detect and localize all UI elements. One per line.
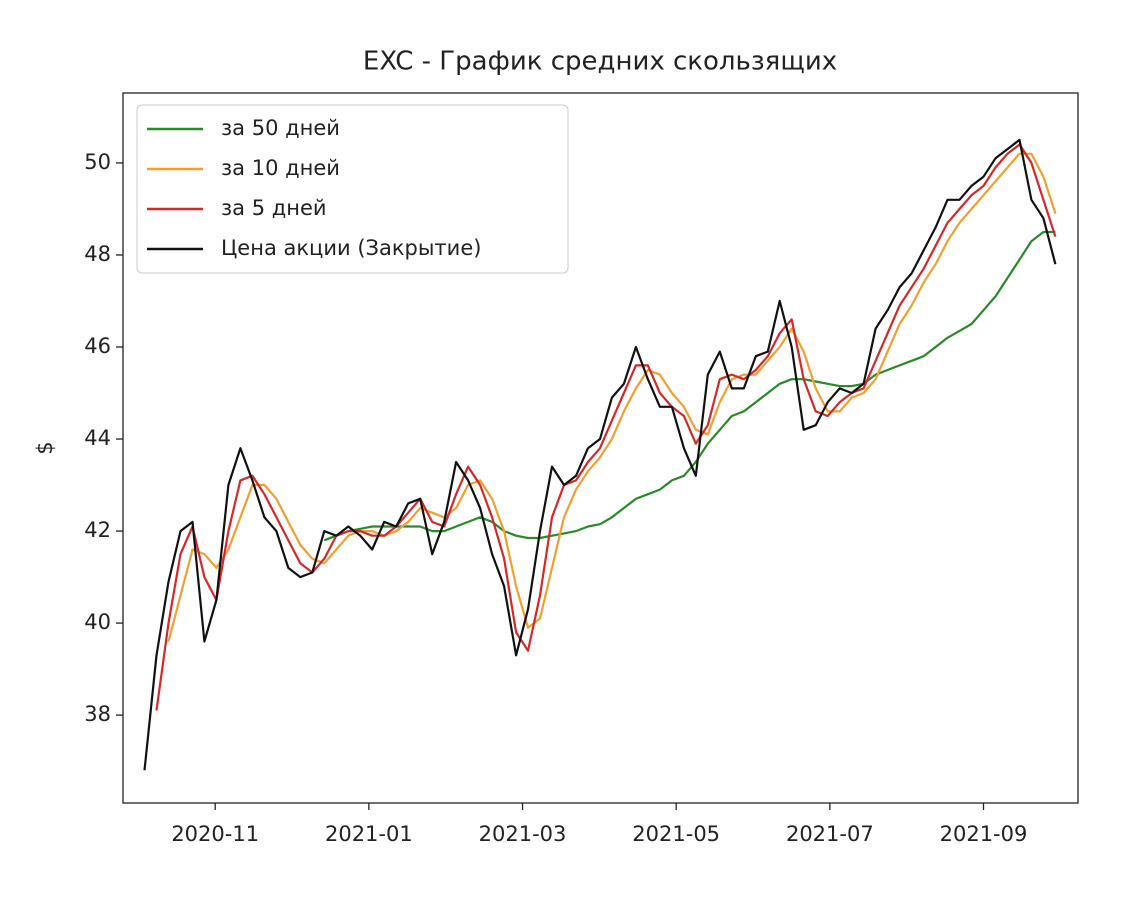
y-axis-label: $ — [33, 441, 57, 454]
y-tick-label: 48 — [84, 242, 111, 266]
x-tick-label: 2020-11 — [171, 822, 259, 846]
y-tick-label: 38 — [84, 702, 111, 726]
y-tick-label: 50 — [84, 150, 111, 174]
x-tick-label: 2021-09 — [940, 822, 1028, 846]
y-tick-label: 40 — [84, 610, 111, 634]
y-tick-label: 44 — [84, 426, 111, 450]
legend-box — [136, 104, 569, 274]
series-line — [143, 138, 1057, 771]
legend-label: за 50 дней — [221, 116, 340, 140]
x-tick-label: 2021-07 — [786, 822, 874, 846]
x-tick-label: 2021-01 — [325, 822, 413, 846]
y-tick-label: 46 — [84, 334, 111, 358]
plot-frame — [122, 92, 1079, 804]
legend-label: Цена акции (Закрытие) — [221, 236, 481, 260]
x-tick-label: 2021-03 — [479, 822, 567, 846]
series-line — [323, 230, 1056, 542]
chart-title: EXC - График средних скользящих — [363, 47, 837, 77]
x-tick-label: 2021-05 — [632, 822, 720, 846]
legend-label: за 10 дней — [221, 156, 340, 180]
legend-label: за 5 дней — [221, 196, 327, 220]
y-tick-label: 42 — [84, 518, 111, 542]
series-line — [155, 143, 1057, 711]
